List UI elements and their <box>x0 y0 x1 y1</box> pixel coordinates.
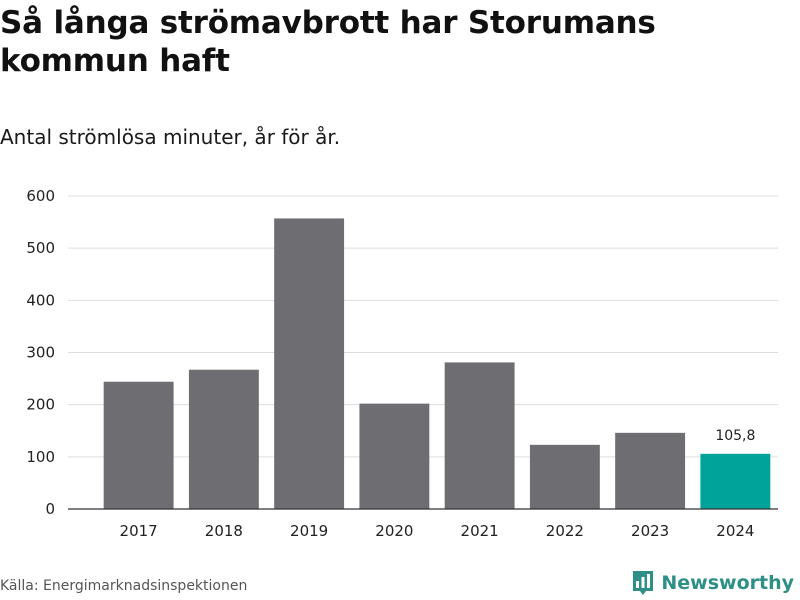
bar-2018 <box>188 369 259 509</box>
bars <box>103 218 771 509</box>
x-tick-label: 2023 <box>631 522 669 540</box>
x-tick-label: 2022 <box>546 522 584 540</box>
y-tick-label: 300 <box>26 344 55 362</box>
bar-2017 <box>103 381 174 509</box>
y-tick-label: 100 <box>26 448 55 466</box>
source-note: Källa: Energimarknadsinspektionen <box>0 578 248 594</box>
data-labels: 105,8 <box>715 428 755 444</box>
bar-2020 <box>359 403 430 509</box>
bar-2022 <box>529 444 600 509</box>
x-tick-label: 2021 <box>461 522 499 540</box>
x-tick-label: 2018 <box>205 522 243 540</box>
chart-subtitle: Antal strömlösa minuter, år för år. <box>0 125 341 149</box>
y-tick-label: 500 <box>26 239 55 257</box>
bar-2019 <box>274 218 345 509</box>
x-tick-label: 2024 <box>716 522 754 540</box>
data-label: 105,8 <box>715 428 755 444</box>
bar-2023 <box>615 432 686 509</box>
x-axis-labels: 2017 2018 2019 2020 2021 2022 2023 2024 <box>120 522 755 540</box>
brand-name: Newsworthy <box>661 572 794 594</box>
chart-title: Så långa strömavbrott har Storumans komm… <box>0 5 656 79</box>
x-tick-label: 2019 <box>290 522 328 540</box>
bar-2021 <box>444 362 515 509</box>
y-axis-labels: 0 100 200 300 400 500 600 <box>26 187 55 518</box>
brand-logo: Newsworthy <box>631 568 794 598</box>
x-tick-label: 2020 <box>375 522 413 540</box>
y-tick-label: 400 <box>26 291 55 309</box>
bar-2024 <box>700 453 771 509</box>
y-tick-label: 0 <box>45 500 55 518</box>
x-tick-label: 2017 <box>120 522 158 540</box>
bar-chart: 0 100 200 300 400 500 600 2017 2018 2019 2020 2021… <box>26 187 778 540</box>
y-tick-label: 200 <box>26 396 55 414</box>
newsworthy-logo-icon <box>633 571 654 595</box>
y-tick-label: 600 <box>26 187 55 205</box>
